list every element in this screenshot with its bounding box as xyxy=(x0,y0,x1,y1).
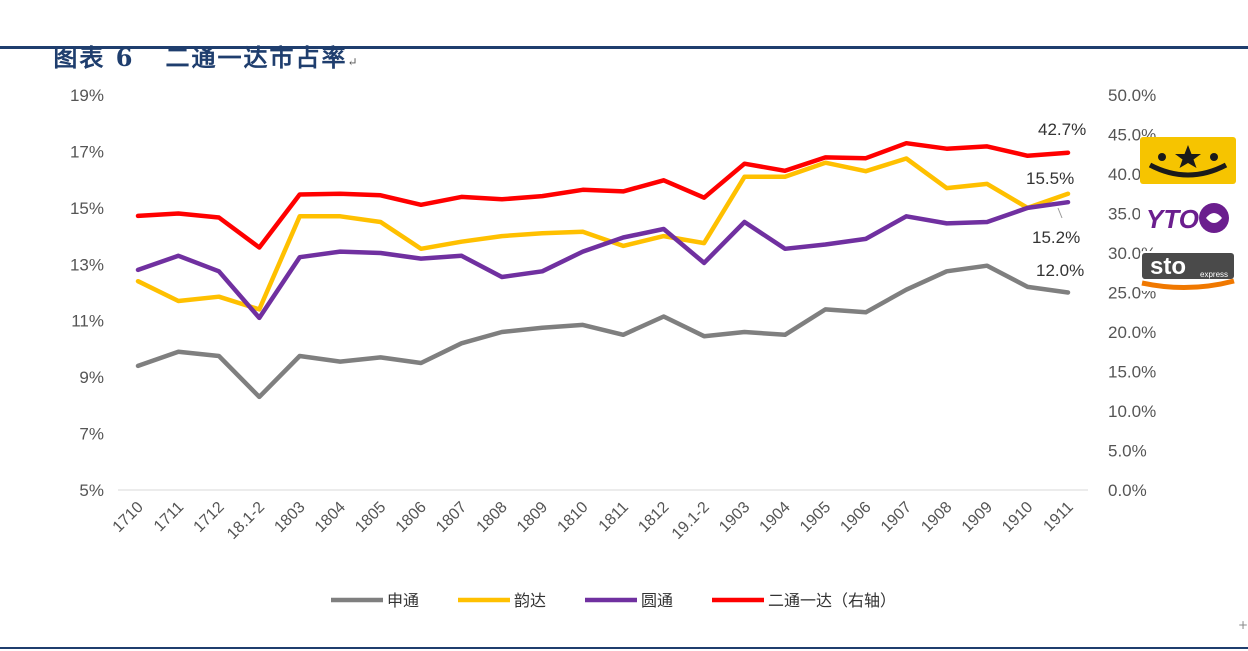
left-tick-label: 15% xyxy=(70,199,104,218)
right-tick-label: 15.0% xyxy=(1108,363,1156,382)
sto-text: sto xyxy=(1150,253,1186,280)
x-tick-label: 1905 xyxy=(797,499,834,536)
x-tick-label: 1803 xyxy=(271,499,308,536)
sto-mark-icon: sto express xyxy=(1141,253,1235,290)
x-tick-label: 1712 xyxy=(191,499,228,536)
data-labels: 42.7% 15.5% 15.2% 12.0% xyxy=(1026,120,1086,280)
yto-mark-icon: YTO xyxy=(1146,203,1229,234)
series-line-1 xyxy=(135,156,1071,312)
x-tick-label: 1811 xyxy=(596,499,632,535)
yto-logo: YTO xyxy=(1140,197,1236,239)
x-tick-label: 1906 xyxy=(837,499,874,536)
right-tick-label: 5.0% xyxy=(1108,442,1147,461)
legend-label: 申通 xyxy=(387,591,419,610)
x-tick-label: 1710 xyxy=(110,499,147,536)
x-tick-label: 1911 xyxy=(1040,499,1076,535)
x-tick-label: 1904 xyxy=(757,499,794,536)
left-tick-label: 11% xyxy=(71,312,104,331)
x-tick-label: 1806 xyxy=(393,499,430,536)
x-tick-label: 19.1-2 xyxy=(669,499,713,543)
right-tick-label: 50.0% xyxy=(1108,86,1156,105)
x-tick-label: 1804 xyxy=(312,499,349,536)
x-tick-label: 1810 xyxy=(554,499,591,536)
left-tick-label: 9% xyxy=(79,368,104,387)
x-tick-label: 18.1-2 xyxy=(224,499,268,543)
legend-label: 圆通 xyxy=(641,591,673,610)
leader-line xyxy=(1057,207,1063,219)
left-tick-label: 17% xyxy=(70,142,104,161)
x-tick-label: 1809 xyxy=(514,499,551,536)
x-tick-label: 1910 xyxy=(999,499,1036,536)
yto-text: YTO xyxy=(1146,204,1199,234)
x-tick-label: 1808 xyxy=(474,499,511,536)
x-tick-label: 1711 xyxy=(151,499,187,535)
sto-sub-text: express xyxy=(1200,270,1228,279)
data-label-total: 42.7% xyxy=(1038,120,1086,139)
yunda-logo xyxy=(1140,137,1236,184)
footnote-mark: + xyxy=(1238,618,1248,632)
right-tick-label: 10.0% xyxy=(1108,402,1156,421)
x-tick-label: 1807 xyxy=(433,499,470,536)
series-lines xyxy=(135,140,1071,400)
yunda-face-icon xyxy=(1148,145,1228,178)
legend-label: 二通一达（右轴） xyxy=(768,591,896,610)
series-line-0 xyxy=(135,263,1071,400)
bottom-rule xyxy=(0,647,1248,649)
x-tick-label: 1903 xyxy=(716,499,753,536)
left-axis: 5% 7% 9% 11% 13% 15% 17% 19% xyxy=(70,86,104,500)
x-tick-label: 1812 xyxy=(635,499,672,536)
legend: 申通 韵达 圆通 二通一达（右轴） xyxy=(331,591,896,610)
left-tick-label: 13% xyxy=(70,255,104,274)
left-tick-label: 19% xyxy=(70,86,104,105)
left-tick-label: 5% xyxy=(79,481,104,500)
legend-label: 韵达 xyxy=(514,591,546,610)
left-tick-label: 7% xyxy=(79,425,104,444)
x-tick-label: 1908 xyxy=(918,499,955,536)
series-line-2 xyxy=(135,199,1071,321)
data-label-yto: 15.2% xyxy=(1032,228,1080,247)
x-tick-label: 1909 xyxy=(959,499,996,536)
data-label-sto: 12.0% xyxy=(1036,261,1084,280)
x-tick-label: 1907 xyxy=(878,499,915,536)
return-mark: ↵ xyxy=(347,55,360,69)
right-tick-label: 20.0% xyxy=(1108,323,1156,342)
x-tick-label: 1805 xyxy=(352,499,389,536)
data-label-yunda: 15.5% xyxy=(1026,169,1074,188)
sto-logo: sto express xyxy=(1140,251,1236,291)
right-tick-label: 0.0% xyxy=(1108,481,1147,500)
title-rule xyxy=(0,46,1248,49)
series-line-3 xyxy=(135,140,1071,250)
